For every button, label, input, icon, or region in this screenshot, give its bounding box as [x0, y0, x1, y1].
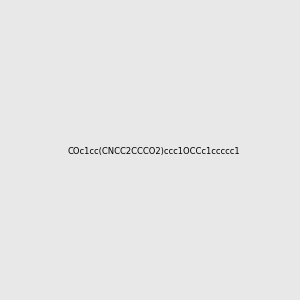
Text: COc1cc(CNCC2CCCO2)ccc1OCCc1ccccc1: COc1cc(CNCC2CCCO2)ccc1OCCc1ccccc1: [68, 147, 240, 156]
